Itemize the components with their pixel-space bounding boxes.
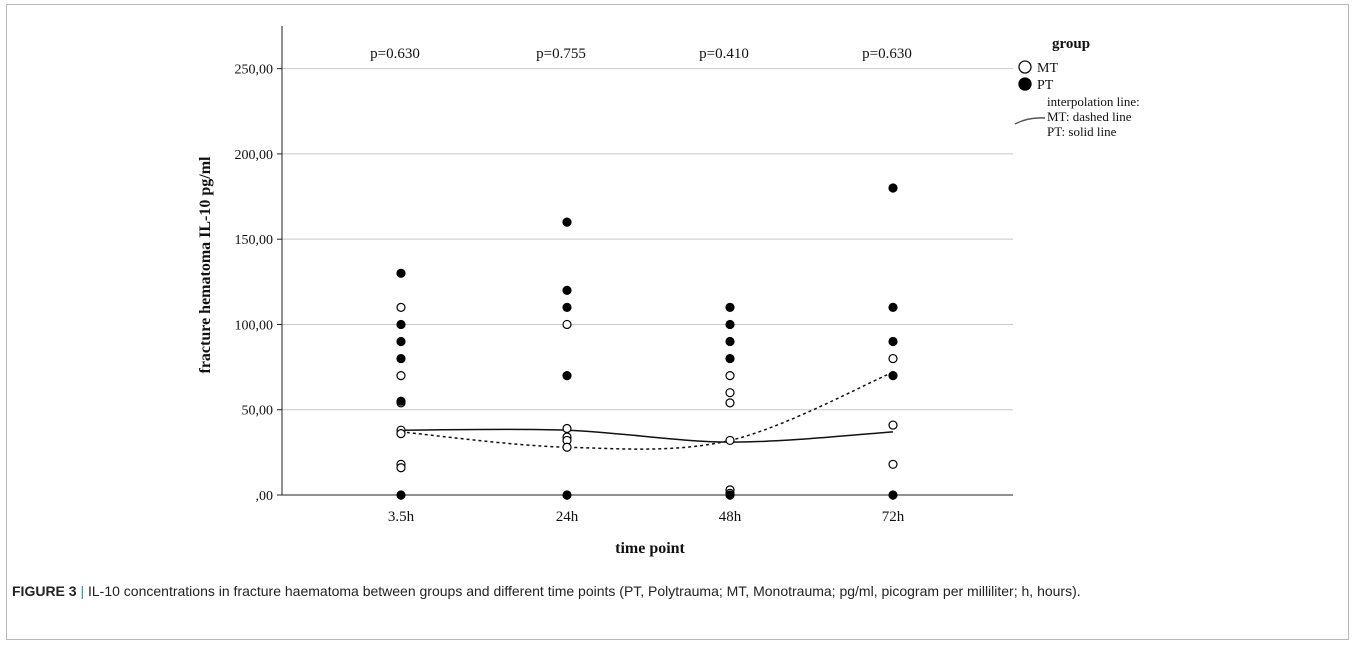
y-ticks: ,00 50,00 100,00 150,00 200,00 250,00 xyxy=(235,63,282,504)
legend: group MT PT interpolation line: MT: dash… xyxy=(1014,36,1140,139)
y-axis-label: fracture hematoma IL-10 pg/ml xyxy=(197,156,214,374)
data-point-pt xyxy=(396,490,406,500)
data-point-mt xyxy=(562,442,572,452)
data-point-mt xyxy=(888,420,898,430)
data-point-mt xyxy=(562,319,572,330)
scatter-chart: ,00 50,00 100,00 150,00 200,00 250,00 3.5h 24h… xyxy=(197,26,1140,557)
data-point-pt xyxy=(396,268,406,278)
y-tick-label: 200,00 xyxy=(235,148,274,163)
legend-note-1: interpolation line: xyxy=(1047,94,1140,109)
data-point-pt xyxy=(888,336,898,347)
legend-pt-label: PT xyxy=(1037,78,1054,93)
legend-note-3: PT: solid line xyxy=(1047,124,1117,139)
x-axis-label: time point xyxy=(615,540,685,557)
data-point-mt xyxy=(725,371,735,381)
figure-caption: FIGURE 3 IL-10 concentrations in fracture… xyxy=(12,581,1338,602)
y-tick-label: 50,00 xyxy=(242,404,274,419)
data-point-pt xyxy=(562,285,572,295)
data-point-pt xyxy=(562,302,572,312)
data-point-mt xyxy=(888,353,898,364)
data-point-pt xyxy=(725,302,735,312)
data-point-pt xyxy=(725,319,735,330)
legend-note-2: MT: dashed line xyxy=(1047,109,1132,124)
data-point-mt xyxy=(396,302,406,312)
x-tick-label: 72h xyxy=(882,509,905,525)
caption-separator xyxy=(77,583,88,599)
data-point-mt xyxy=(725,398,735,408)
data-point-mt xyxy=(888,459,898,469)
caption-text: IL-10 concentrations in fracture haemato… xyxy=(88,583,1081,599)
data-point-mt xyxy=(562,423,572,434)
data-point-pt xyxy=(396,353,406,364)
x-ticks: 3.5h 24h 48h 72h xyxy=(388,495,905,525)
data-point-mt xyxy=(396,429,406,439)
interpolation-lines xyxy=(400,371,894,450)
data-point-mt xyxy=(725,388,735,398)
legend-title: group xyxy=(1052,36,1090,52)
legend-pt-marker xyxy=(1018,77,1032,91)
y-tick-label: ,00 xyxy=(256,489,274,504)
legend-mt-label: MT xyxy=(1037,61,1058,76)
data-point-pt xyxy=(725,353,735,364)
p-values: p=0.630 p=0.755 p=0.410 p=0.630 xyxy=(370,46,912,62)
interpolation-line-mt xyxy=(400,371,894,450)
data-point-pt xyxy=(562,371,572,381)
data-point-mt xyxy=(396,463,406,473)
caption-label: FIGURE 3 xyxy=(12,583,77,599)
data-points xyxy=(396,183,898,500)
legend-line-sample xyxy=(1014,117,1046,125)
data-point-pt xyxy=(888,183,898,193)
x-tick-label: 48h xyxy=(719,509,742,525)
y-tick-label: 250,00 xyxy=(235,63,274,78)
data-point-pt xyxy=(888,302,898,312)
p-value-label: p=0.410 xyxy=(699,46,749,62)
legend-mt-marker xyxy=(1018,60,1032,74)
data-point-pt xyxy=(888,490,898,500)
y-tick-label: 100,00 xyxy=(235,318,274,333)
data-point-pt xyxy=(562,490,572,500)
data-point-pt xyxy=(396,396,406,406)
gridlines xyxy=(282,68,1013,411)
figure-frame xyxy=(6,4,1349,640)
data-point-pt xyxy=(562,217,572,227)
interpolation-line-pt xyxy=(400,428,894,443)
x-tick-label: 24h xyxy=(556,509,579,525)
data-point-pt xyxy=(396,319,406,330)
x-tick-label: 3.5h xyxy=(388,509,415,525)
data-point-mt xyxy=(725,435,735,446)
data-point-pt xyxy=(396,336,406,347)
p-value-label: p=0.755 xyxy=(536,46,586,62)
data-point-pt xyxy=(725,336,735,347)
y-tick-label: 150,00 xyxy=(235,233,274,248)
data-point-pt xyxy=(888,371,898,381)
p-value-label: p=0.630 xyxy=(862,46,912,62)
p-value-label: p=0.630 xyxy=(370,46,420,62)
data-point-pt xyxy=(725,490,735,500)
data-point-mt xyxy=(396,371,406,381)
